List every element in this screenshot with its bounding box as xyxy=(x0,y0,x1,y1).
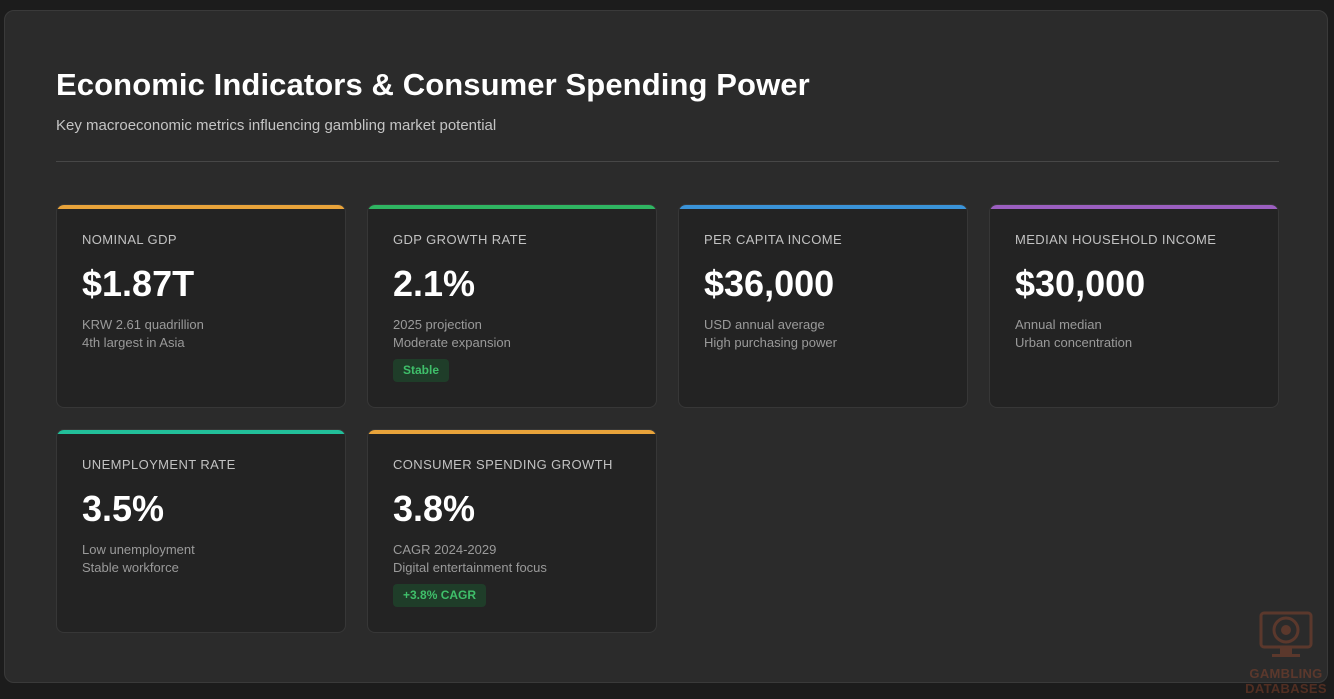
card-accent-bar xyxy=(57,430,345,434)
card-detail-2: Moderate expansion xyxy=(393,335,511,350)
header-divider xyxy=(56,161,1279,162)
card-detail-1: KRW 2.61 quadrillion xyxy=(82,317,204,332)
growth-badge: +3.8% CAGR xyxy=(393,584,487,607)
card-nominal-gdp: NOMINAL GDP $1.87T KRW 2.61 quadrillion … xyxy=(56,204,346,408)
gambling-databases-watermark: GAMBLING DATABASES xyxy=(1240,610,1332,699)
card-detail-1: Low unemployment xyxy=(82,542,195,557)
card-detail-1: CAGR 2024-2029 xyxy=(393,542,497,557)
card-value: 3.8% xyxy=(393,488,476,529)
card-label: UNEMPLOYMENT RATE xyxy=(82,457,236,472)
card-value: $1.87T xyxy=(82,263,195,304)
card-consumer-spending-growth: CONSUMER SPENDING GROWTH 3.8% CAGR 2024-… xyxy=(367,429,657,633)
card-detail-2: Urban concentration xyxy=(1015,335,1133,350)
card-accent-bar xyxy=(679,205,967,209)
page-title: Economic Indicators & Consumer Spending … xyxy=(56,67,810,102)
watermark-line-1: GAMBLING xyxy=(1249,666,1323,681)
card-detail-1: Annual median xyxy=(1015,317,1102,332)
card-value: 3.5% xyxy=(82,488,165,529)
card-label: CONSUMER SPENDING GROWTH xyxy=(393,457,613,472)
card-accent-bar xyxy=(990,205,1278,209)
card-value: $36,000 xyxy=(704,263,835,304)
card-detail-2: 4th largest in Asia xyxy=(82,335,185,350)
card-value: 2.1% xyxy=(393,263,476,304)
card-detail-2: High purchasing power xyxy=(704,335,837,350)
card-detail-1: 2025 projection xyxy=(393,317,482,332)
card-detail-2: Digital entertainment focus xyxy=(393,560,547,575)
card-accent-bar xyxy=(368,205,656,209)
card-unemployment-rate: UNEMPLOYMENT RATE 3.5% Low unemployment … xyxy=(56,429,346,633)
card-label: NOMINAL GDP xyxy=(82,232,177,247)
card-value: $30,000 xyxy=(1015,263,1146,304)
card-label: PER CAPITA INCOME xyxy=(704,232,843,247)
card-label: MEDIAN HOUSEHOLD INCOME xyxy=(1015,232,1217,247)
card-gdp-growth-rate: GDP GROWTH RATE 2.1% 2025 projection Mod… xyxy=(367,204,657,408)
casino-chip-monitor-icon xyxy=(1259,611,1313,657)
card-detail-2: Stable workforce xyxy=(82,560,179,575)
card-label: GDP GROWTH RATE xyxy=(393,232,528,247)
card-accent-bar xyxy=(368,430,656,434)
status-badge: Stable xyxy=(393,359,450,382)
card-per-capita-income: PER CAPITA INCOME $36,000 USD annual ave… xyxy=(678,204,968,408)
card-median-household-income: MEDIAN HOUSEHOLD INCOME $30,000 Annual m… xyxy=(989,204,1279,408)
card-accent-bar xyxy=(57,205,345,209)
watermark-line-2: DATABASES xyxy=(1245,681,1327,696)
card-detail-1: USD annual average xyxy=(704,317,825,332)
indicators-panel: Economic Indicators & Consumer Spending … xyxy=(4,10,1328,683)
page-subtitle: Key macroeconomic metrics influencing ga… xyxy=(56,117,497,134)
